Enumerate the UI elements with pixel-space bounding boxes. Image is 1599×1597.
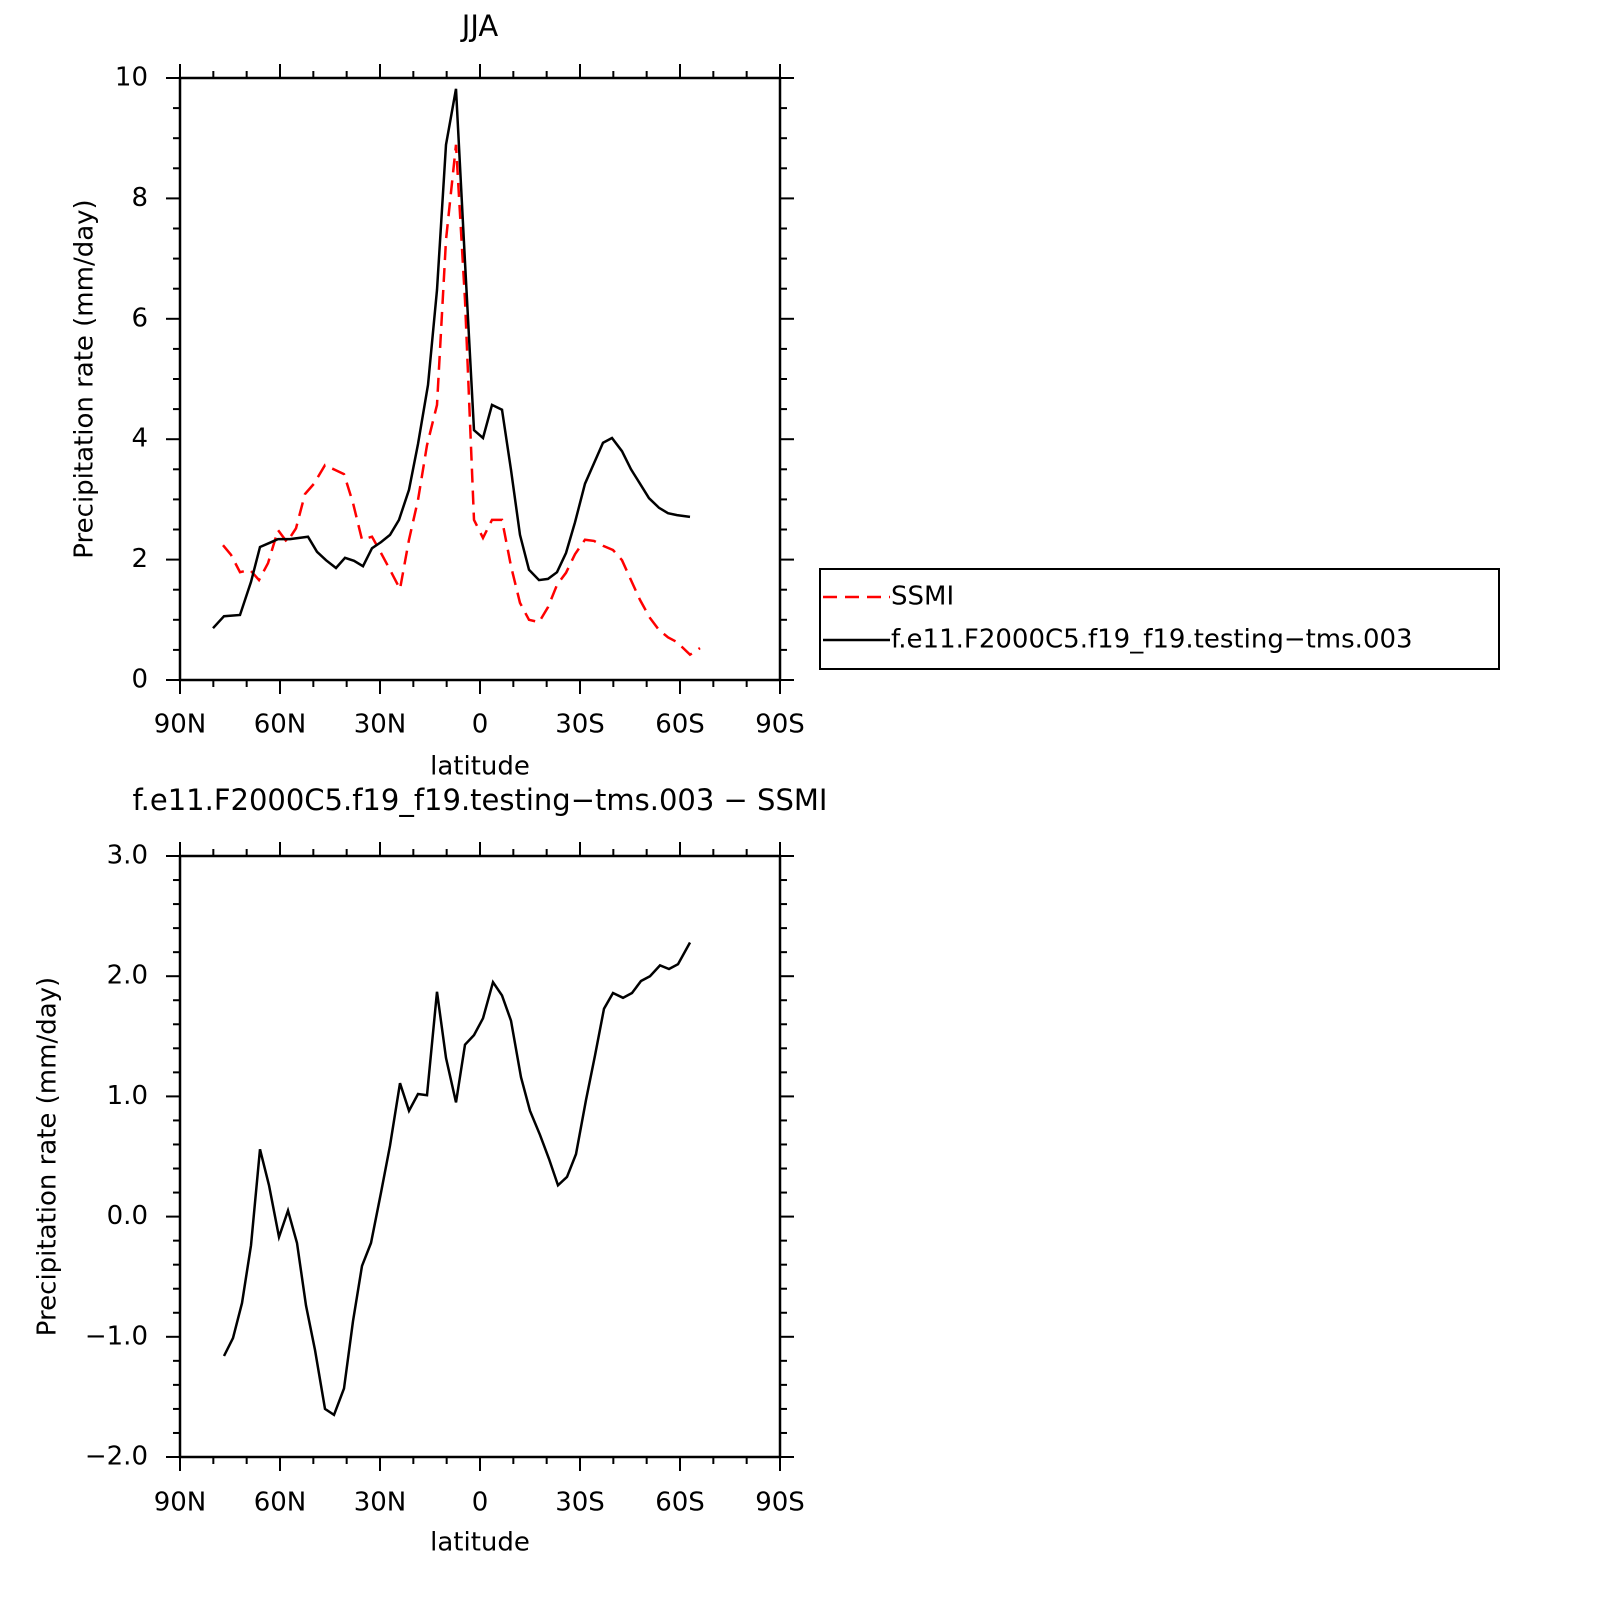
x-tick-label: 90S	[755, 1488, 805, 1518]
legend-box	[819, 568, 1500, 670]
chart-title: f.e11.F2000C5.f19_f19.testing−tms.003 − …	[133, 783, 828, 817]
y-tick-label: 0	[131, 665, 148, 695]
y-tick-label: 6	[131, 303, 148, 333]
y-tick-label: −2.0	[85, 1442, 148, 1472]
y-tick-label: 1.0	[107, 1081, 148, 1111]
x-tick-label: 30S	[555, 710, 605, 740]
legend-label: f.e11.F2000C5.f19_f19.testing−tms.003	[891, 625, 1413, 655]
x-tick-label: 90N	[154, 1488, 207, 1518]
x-tick-label: 30N	[354, 710, 407, 740]
x-tick-label: 60N	[254, 1488, 307, 1518]
x-tick-label: 90S	[755, 710, 805, 740]
y-tick-label: 4	[131, 424, 148, 454]
data-line	[222, 941, 692, 1417]
y-tick-label: 8	[131, 183, 148, 213]
y-axis-label: Precipitation rate (mm/day)	[70, 199, 100, 558]
data-line	[212, 88, 691, 630]
y-tick-label: 2.0	[107, 961, 148, 991]
x-tick-label: 60S	[655, 1488, 705, 1518]
x-tick-label: 90N	[154, 710, 207, 740]
legend-label: SSMI	[891, 582, 954, 612]
y-tick-label: 0.0	[107, 1201, 148, 1231]
y-tick-label: −1.0	[85, 1321, 148, 1351]
y-axis-label: Precipitation rate (mm/day)	[33, 977, 63, 1336]
x-tick-label: 0	[472, 1488, 489, 1518]
y-tick-label: 10	[115, 63, 148, 93]
x-tick-label: 30N	[354, 1488, 407, 1518]
y-tick-label: 3.0	[107, 841, 148, 871]
data-line	[222, 144, 701, 657]
chart-title: JJA	[460, 9, 499, 43]
x-tick-label: 60N	[254, 710, 307, 740]
x-axis-label: latitude	[430, 752, 530, 782]
x-axis-label: latitude	[430, 1528, 530, 1558]
plot-frame	[178, 76, 782, 682]
x-tick-label: 60S	[655, 710, 705, 740]
plot-frame	[178, 854, 782, 1459]
x-tick-label: 30S	[555, 1488, 605, 1518]
y-tick-label: 2	[131, 544, 148, 574]
x-tick-label: 0	[472, 710, 489, 740]
